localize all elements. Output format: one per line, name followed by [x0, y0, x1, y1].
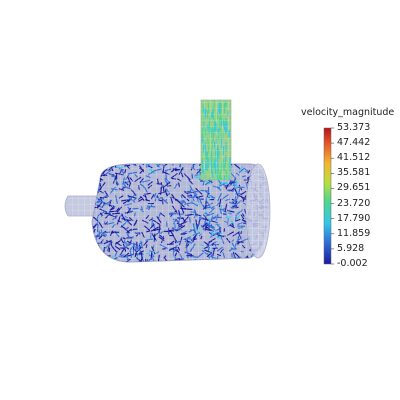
velocity-vector [264, 169, 268, 173]
velocity-vector [95, 164, 100, 168]
velocity-vector [267, 164, 268, 165]
velocity-vector [103, 261, 108, 262]
velocity-vector [94, 190, 98, 195]
velocity-vector [205, 261, 209, 262]
velocity-vector [92, 191, 93, 194]
velocity-vector [93, 185, 98, 194]
velocity-vector [118, 161, 124, 163]
velocity-vector [186, 162, 192, 163]
colorbar-tick-label: 47.442 [337, 137, 371, 149]
velocity-vector [115, 261, 118, 262]
velocity-vector [94, 250, 97, 258]
velocity-vector [219, 263, 222, 265]
velocity-vector [100, 249, 103, 255]
velocity-vector [265, 164, 268, 170]
velocity-vector [179, 161, 187, 163]
velocity-vector [100, 158, 107, 163]
velocity-vector [261, 164, 268, 166]
velocity-vector [93, 246, 97, 256]
colorbar-tick-label: 11.859 [337, 227, 371, 239]
velocity-vector [259, 257, 267, 261]
colorbar-tick-label: 5.928 [337, 242, 365, 254]
velocity-vector [92, 255, 93, 261]
velocity-vector [259, 257, 263, 262]
inlet-pipe [200, 99, 232, 181]
velocity-vector [245, 259, 253, 262]
velocity-vector [133, 161, 141, 163]
colorbar-title: velocity_magnitude [301, 107, 395, 118]
velocity-vector [266, 255, 268, 258]
colorbar-tick-label: 17.790 [337, 212, 371, 224]
velocity-vector [210, 261, 213, 262]
velocity-vector [92, 184, 97, 192]
velocity-vector [92, 243, 96, 251]
colorbar-tick-label: 23.720 [337, 197, 371, 209]
velocity-vector [92, 190, 97, 194]
velocity-vector [92, 231, 94, 239]
colorbar-scale [323, 127, 332, 265]
velocity-vector [93, 177, 101, 182]
colorbar-tick-label: 53.373 [337, 122, 371, 133]
velocity-vector [266, 246, 268, 255]
colorbar-tick-label: 35.581 [337, 167, 371, 179]
velocity-vector [218, 259, 226, 262]
velocity-vector [113, 260, 119, 262]
colorbar-tick-label: 29.651 [337, 182, 371, 194]
colorbar-tick-label: 41.512 [337, 152, 371, 164]
velocity-vector [269, 183, 274, 187]
velocity-vector [145, 264, 146, 270]
velocity-vector [267, 184, 268, 188]
cylinder-body [91, 157, 274, 271]
velocity-vector [249, 261, 253, 262]
velocity-vector [167, 157, 170, 162]
velocity-vector [178, 162, 181, 163]
colorbar-tick-label: -0.002 [337, 258, 368, 269]
velocity-vector [263, 261, 268, 262]
colorbar [323, 127, 334, 265]
velocity-vector [184, 164, 191, 165]
velocity-vector [106, 264, 107, 271]
velocity-vector [251, 259, 255, 262]
velocity-vector [250, 257, 254, 262]
velocity-vector [253, 257, 257, 262]
velocity-vector [95, 168, 104, 173]
velocity-vector [92, 175, 93, 178]
velocity-vector [265, 247, 268, 257]
velocity-vector [263, 164, 268, 171]
